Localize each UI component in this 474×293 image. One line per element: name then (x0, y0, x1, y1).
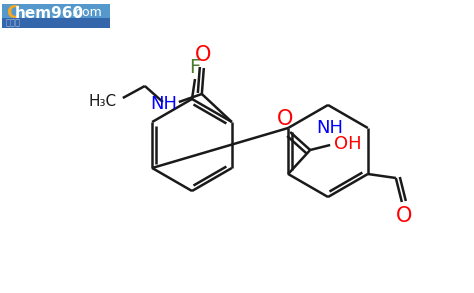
Text: 化工网: 化工网 (6, 18, 21, 28)
Text: C: C (6, 4, 19, 22)
Text: .com: .com (72, 6, 103, 20)
Text: O: O (396, 206, 412, 226)
Text: OH: OH (334, 135, 362, 153)
FancyBboxPatch shape (2, 18, 110, 28)
Text: O: O (277, 109, 293, 129)
Text: F: F (190, 58, 201, 77)
Text: NH: NH (150, 95, 177, 113)
Text: hem960: hem960 (15, 6, 84, 21)
Text: NH: NH (317, 119, 344, 137)
Text: H₃C: H₃C (89, 93, 117, 108)
Text: O: O (195, 45, 211, 65)
FancyBboxPatch shape (2, 4, 110, 28)
